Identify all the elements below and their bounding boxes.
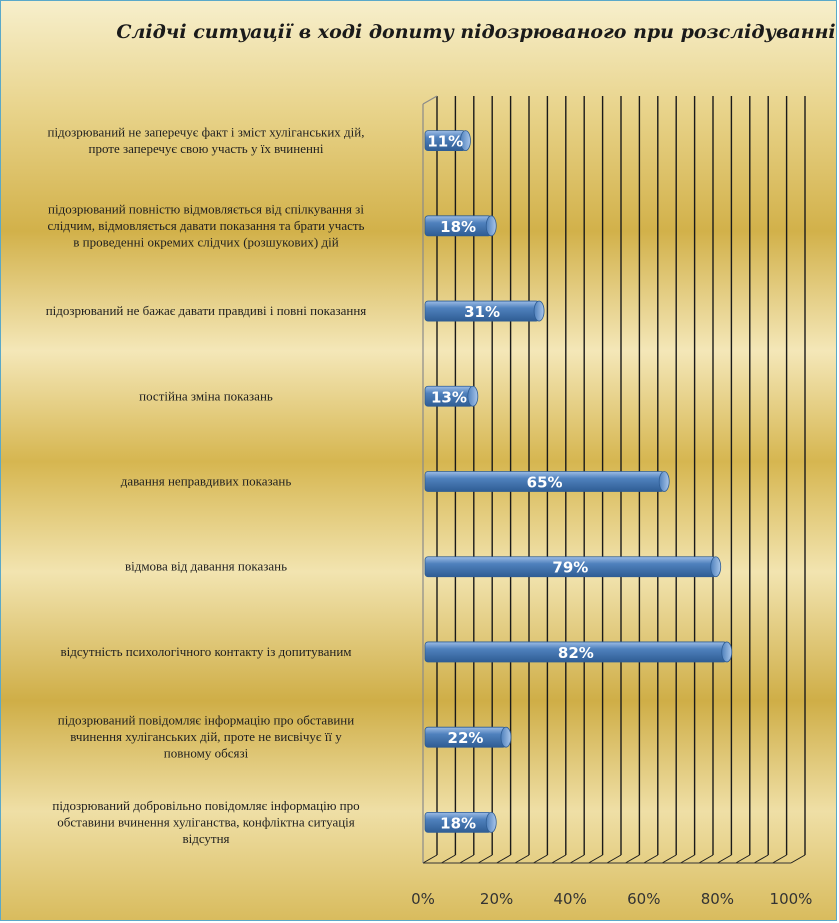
bar-end-cap: [467, 385, 479, 407]
category-label: підозрюваний повністю відмовляється від …: [48, 201, 365, 249]
floor-gridline: [588, 854, 603, 864]
data-label: 11%: [427, 133, 463, 151]
bar: 22%: [424, 726, 512, 748]
category-label: підозрюваний не бажає давати правдиві і …: [46, 303, 367, 318]
bar: 82%: [424, 641, 733, 663]
bar-end-cap: [710, 556, 722, 578]
floor-gridline: [422, 854, 438, 864]
category-label: давання неправдивих показань: [121, 474, 292, 489]
floor-gridline: [790, 854, 806, 864]
x-tick-label: 0%: [411, 890, 435, 908]
floor-gridline: [661, 854, 677, 864]
x-tick-label: 20%: [480, 890, 513, 908]
data-label: 18%: [440, 218, 476, 236]
bar: 13%: [424, 385, 479, 407]
bar-end-cap: [485, 811, 497, 833]
floor-gridline: [625, 854, 640, 864]
floor-gridline: [477, 854, 493, 864]
bar: 31%: [424, 300, 545, 322]
category-labels: підозрюваний не заперечує факт і зміст х…: [46, 124, 367, 846]
floor-gridline: [735, 854, 751, 864]
bar-end-cap: [500, 726, 512, 748]
floor-gridline: [496, 854, 511, 864]
bar-end-cap: [460, 130, 471, 152]
bars: 11% 18% 31% 13% 65% 79% 82% 22% 18%: [424, 130, 733, 833]
floor-gridline: [514, 854, 530, 864]
bar: 18%: [424, 811, 497, 833]
floor-gridline: [606, 854, 622, 864]
floor-gridline: [533, 854, 548, 864]
x-tick-label: 60%: [627, 890, 660, 908]
bar-end-cap: [533, 300, 545, 322]
data-label: 31%: [464, 303, 500, 321]
side-wall-top: [422, 95, 438, 105]
bar: 18%: [424, 215, 497, 237]
x-tick-label: 100%: [770, 890, 813, 908]
floor-gridline: [717, 854, 732, 864]
chart-title: Слідчі ситуації в ході допиту підозрюван…: [116, 21, 835, 43]
bar-end-cap: [485, 215, 497, 237]
x-axis-tick-labels: 0% 20% 40% 60% 80% 100%: [411, 890, 812, 908]
category-label: підозрюваний не заперечує факт і зміст х…: [47, 124, 364, 156]
bar: 79%: [424, 556, 722, 578]
floor-gridline: [680, 854, 695, 864]
category-label: постійна зміна показань: [139, 388, 273, 403]
category-label: підозрюваний повідомляє інформацію про о…: [58, 713, 354, 761]
category-label: відмова від давання показань: [125, 559, 287, 574]
floor-gridline: [643, 854, 659, 864]
category-label: підозрюваний добровільно повідомляє інфо…: [52, 798, 359, 846]
data-label: 79%: [552, 559, 588, 577]
floor-gridline: [698, 854, 714, 864]
data-label: 82%: [558, 644, 594, 662]
floor-gridline: [441, 854, 456, 864]
bar-end-cap: [658, 471, 670, 492]
x-tick-label: 40%: [554, 890, 587, 908]
x-tick-label: 80%: [701, 890, 734, 908]
data-label: 22%: [448, 729, 484, 747]
floor-gridline: [569, 854, 585, 864]
data-label: 13%: [431, 388, 467, 406]
floor-gridline: [551, 854, 567, 864]
bar: 11%: [424, 130, 471, 152]
bar: 65%: [424, 471, 670, 492]
floor-gridline: [772, 854, 787, 864]
data-label: 65%: [527, 474, 563, 492]
floor-gridline: [459, 854, 475, 864]
category-label: відсутність психологічного контакту із д…: [60, 644, 351, 659]
floor-gridline: [753, 854, 769, 864]
bar-end-cap: [721, 641, 733, 663]
data-label: 18%: [440, 814, 476, 832]
